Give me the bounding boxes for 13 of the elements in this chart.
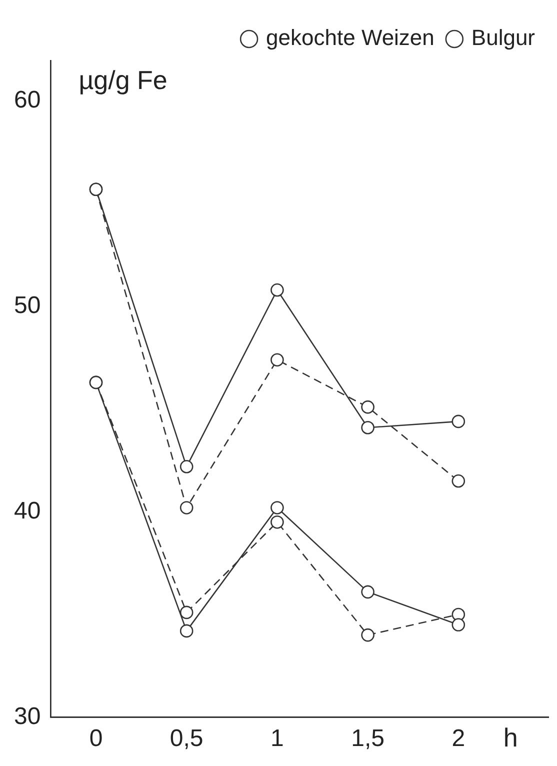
y-tick-label: 40 xyxy=(14,497,41,524)
y-tick-label: 30 xyxy=(14,702,41,730)
x-tick-label: 0,5 xyxy=(170,725,204,752)
legend-label: Bulgur xyxy=(471,25,535,50)
x-tick-label: 0 xyxy=(89,725,103,752)
x-axis-title: h xyxy=(503,722,518,752)
y-tick-label: 50 xyxy=(14,292,41,320)
legend-label: gekochte Weizen xyxy=(266,25,434,50)
y-tick-label: 60 xyxy=(14,86,41,114)
y-axis-title: µg/g Fe xyxy=(78,65,168,96)
x-tick-label: 1 xyxy=(270,725,284,752)
x-tick-label: 1,5 xyxy=(351,725,384,752)
x-tick-label: 2 xyxy=(452,725,466,752)
